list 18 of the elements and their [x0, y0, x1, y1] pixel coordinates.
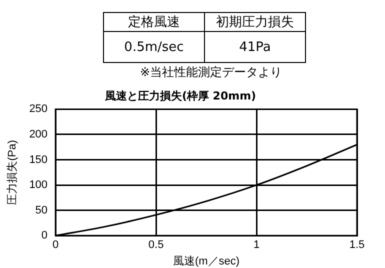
- text: 0.5m/sec: [104, 32, 204, 62]
- y-tick-label: 200: [29, 128, 48, 141]
- text: 初期圧力損失: [204, 12, 306, 32]
- x-axis-title: 風速(m／sec): [172, 254, 240, 268]
- chart-title: 風速と圧力損失(枠厚 20mm): [104, 89, 256, 102]
- y-tick-label: 50: [35, 204, 48, 216]
- y-axis-title: 圧力損失(Pa): [6, 140, 19, 205]
- y-tick-label: 150: [29, 154, 48, 166]
- text: 41Pa: [204, 32, 306, 62]
- x-tick-label: 1.5: [349, 239, 365, 252]
- x-tick-label: 1: [253, 239, 260, 252]
- text: 定格風速: [104, 12, 204, 32]
- y-tick-label: 0: [41, 230, 48, 242]
- text: ※当社性能測定データより: [140, 64, 282, 81]
- y-tick-label: 100: [29, 179, 48, 192]
- y-tick-label: 250: [29, 103, 48, 116]
- x-tick-label: 0.5: [148, 239, 164, 252]
- x-tick-label: 0: [52, 239, 59, 252]
